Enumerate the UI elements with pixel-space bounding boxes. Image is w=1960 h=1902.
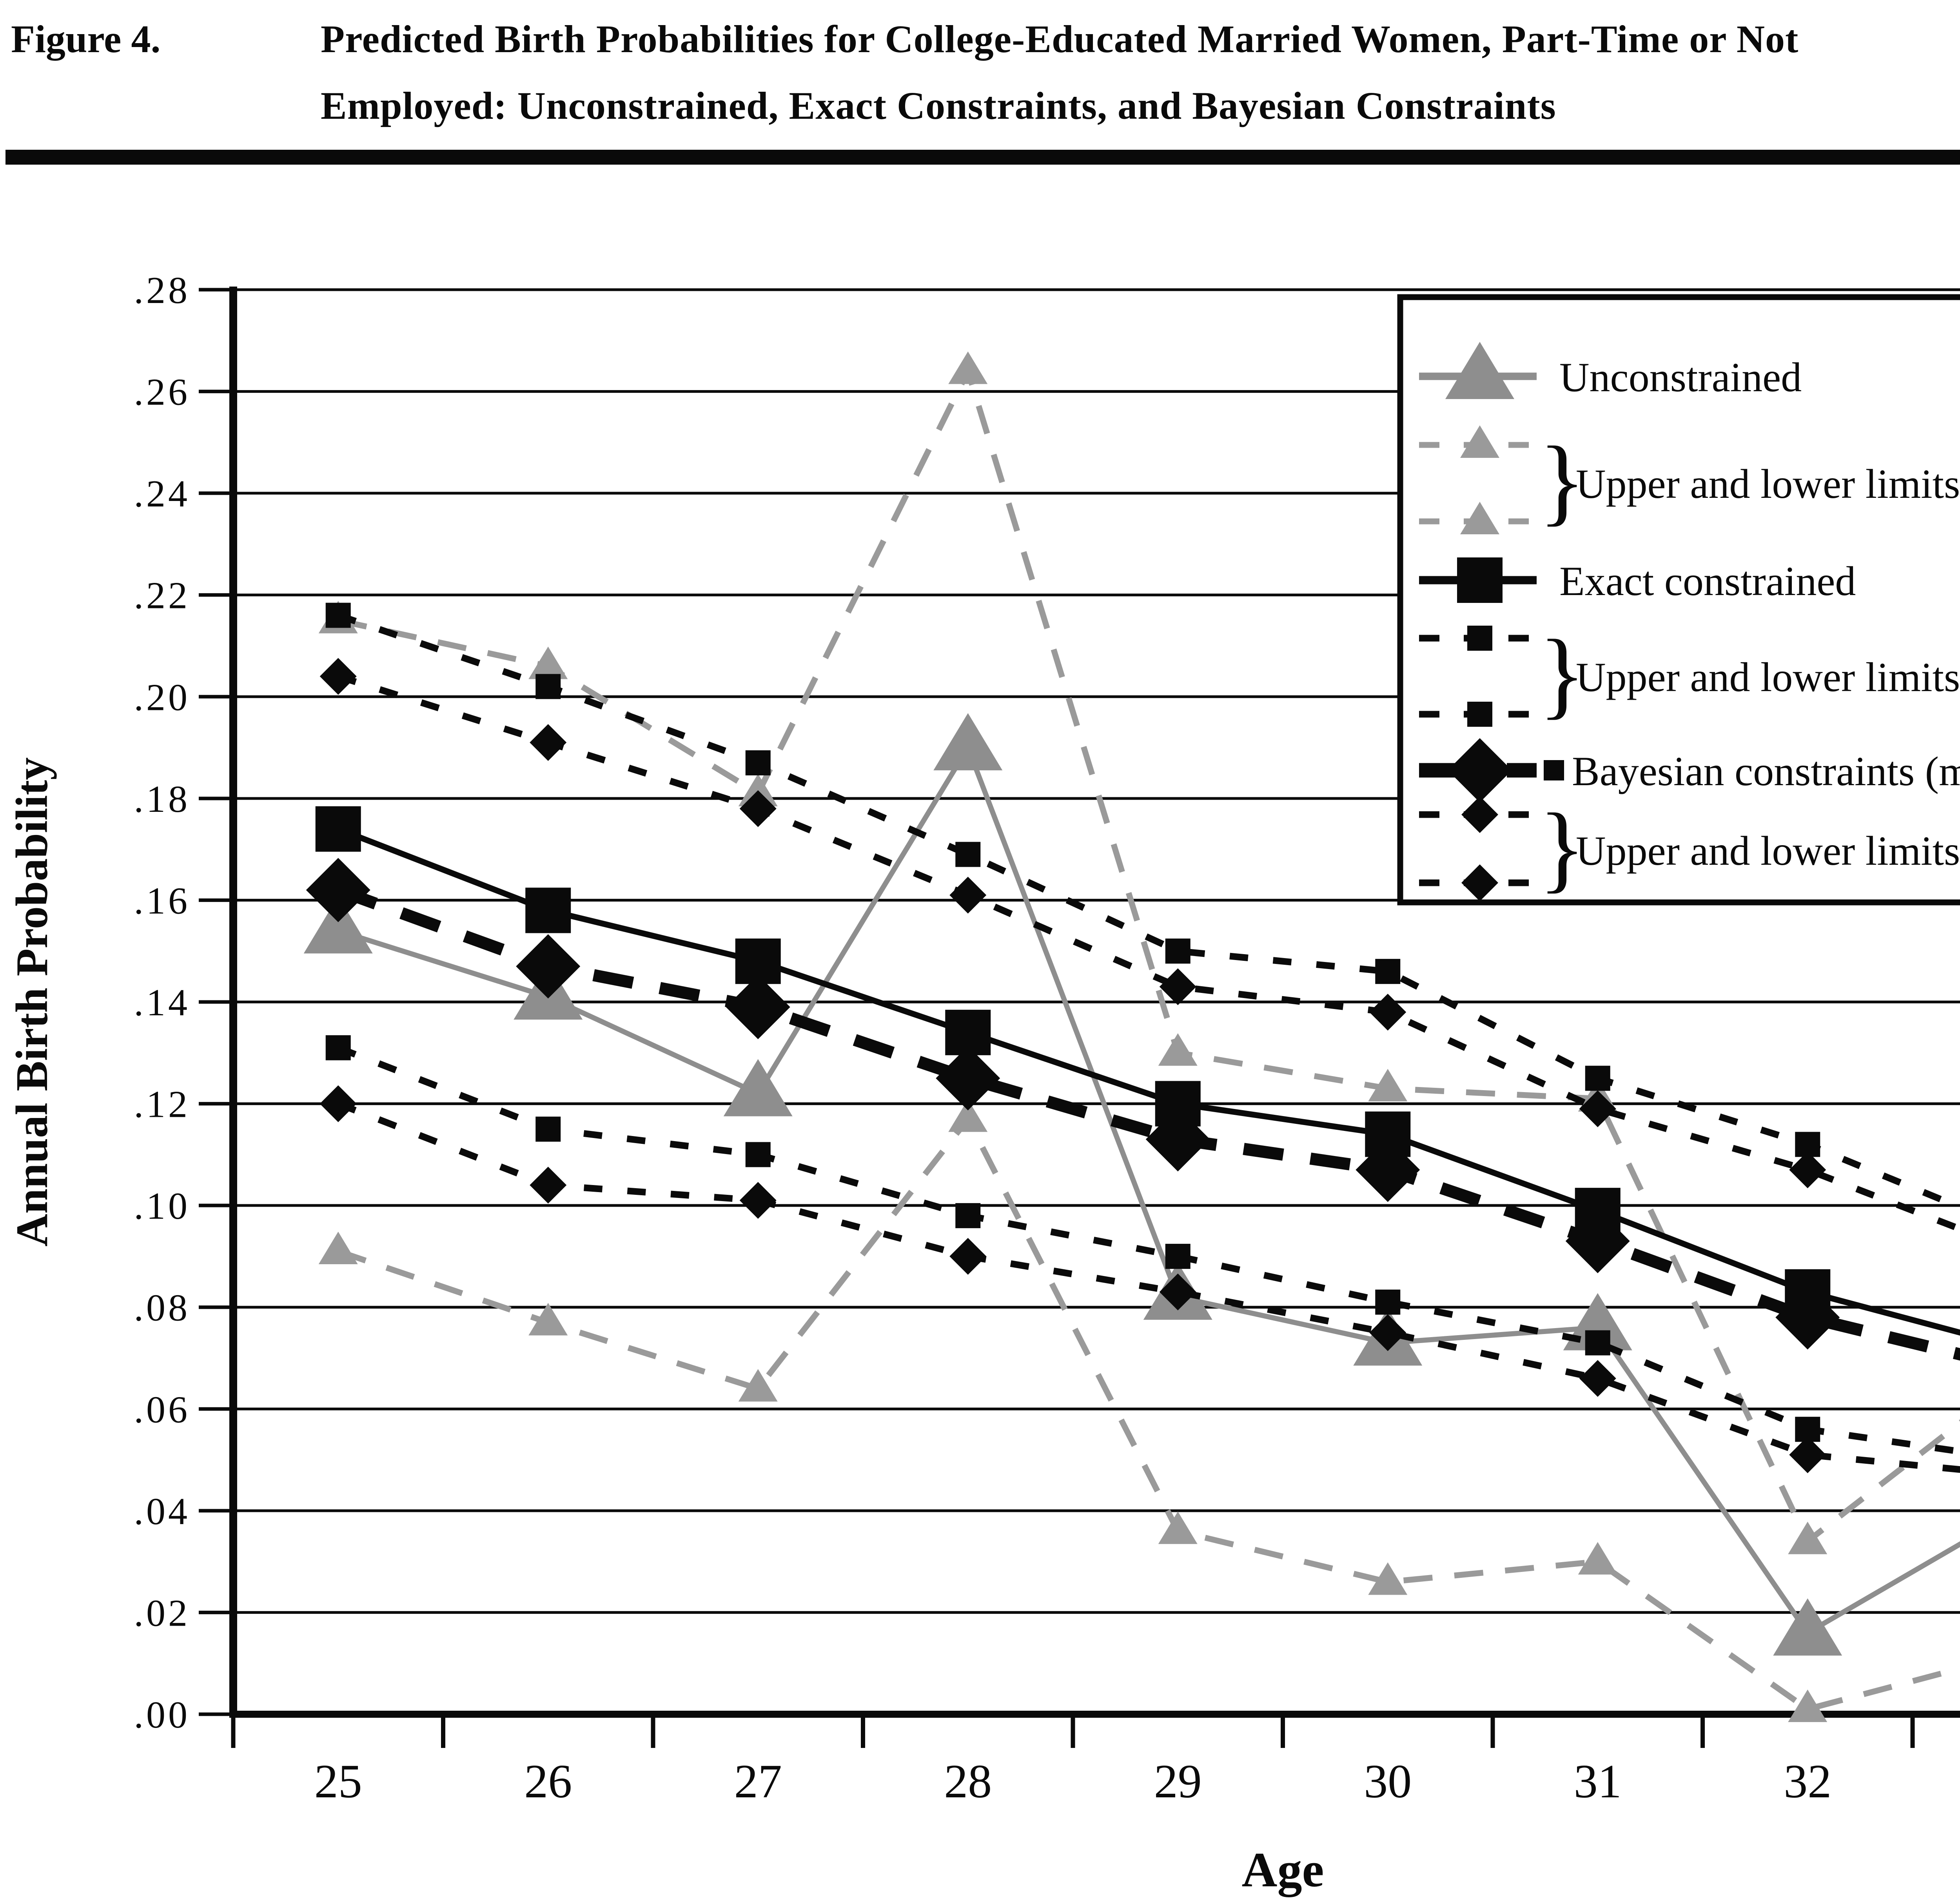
legend-item-1: }Upper and lower limits (1419, 425, 1960, 535)
y-tick-label: .12 (134, 1083, 191, 1126)
x-tick-label: 30 (1364, 1755, 1412, 1808)
legend-box: Unconstrained}Upper and lower limitsExac… (1397, 294, 1960, 906)
legend-label: Exact constrained (1559, 558, 1856, 604)
legend-item-2: Exact constrained (1419, 557, 1856, 604)
figure-title-line2: Employed: Unconstrained, Exact Constrain… (321, 84, 1556, 127)
figure-number: Figure 4. (11, 17, 161, 61)
y-tick-label: .26 (134, 371, 191, 414)
legend-label: Unconstrained (1559, 354, 1802, 400)
legend-item-4: Bayesian constraints (main prior) (1419, 738, 1960, 802)
brace-icon: } (1539, 793, 1586, 902)
x-tick-label: 32 (1784, 1755, 1831, 1808)
title-rule (5, 150, 1960, 165)
legend-item-0: Unconstrained (1419, 342, 1802, 400)
y-tick-label: .06 (134, 1388, 191, 1431)
y-axis-title: Annual Birth Probability (7, 757, 57, 1247)
legend-label: Upper and lower limits (1576, 461, 1960, 507)
series-unconstrained (303, 713, 1960, 1656)
y-tick-label: .18 (134, 778, 191, 820)
figure-title-line1: Predicted Birth Probabilities for Colleg… (321, 17, 1799, 61)
legend-item-3: }Upper and lower limits (1419, 620, 1960, 728)
y-tick-label: .14 (134, 982, 191, 1024)
x-tick-label: 27 (734, 1755, 782, 1808)
y-tick-label: .08 (134, 1287, 191, 1329)
brace-icon: } (1539, 426, 1586, 535)
series-exact-constrained-upper-limit (325, 603, 1960, 1211)
axes (199, 287, 1960, 1748)
x-tick-label: 25 (314, 1755, 362, 1808)
brace-icon: } (1539, 620, 1586, 728)
y-tick-label: .22 (134, 575, 191, 617)
legend-item-5: }Upper and lower limits (1419, 793, 1960, 902)
legend-label: Bayesian constraints (main prior) (1572, 748, 1960, 794)
axis-tick-labels: .00 .02 .04 .06 .08 .10 .12 .14 .16 .18 .20 .22 .24.… (134, 269, 1832, 1808)
legend-label: Upper and lower limits (1576, 828, 1960, 874)
y-tick-label: .02 (134, 1592, 191, 1634)
x-tick-label: 29 (1154, 1755, 1202, 1808)
y-tick-label: .24 (134, 473, 191, 515)
axis-titles: Annual Birth Probability Age (7, 757, 1324, 1897)
y-tick-label: .00 (134, 1694, 191, 1736)
legend-label: Upper and lower limits (1576, 654, 1960, 700)
series-bayesian-upper-limit (319, 658, 1960, 1233)
series-bayesian-constraints-main-prior- (306, 858, 1960, 1361)
series-exact-constrained-lower-limit (325, 1035, 1960, 1455)
x-tick-label: 31 (1574, 1755, 1622, 1808)
series-unconstrained-lower-limit (318, 1099, 1960, 1722)
y-tick-label: .28 (134, 269, 191, 312)
y-tick-label: .20 (134, 676, 191, 719)
y-tick-label: .10 (134, 1185, 191, 1227)
y-tick-label: .04 (134, 1490, 191, 1533)
series-bayesian-lower-limit (319, 1085, 1960, 1474)
x-tick-label: 28 (944, 1755, 992, 1808)
y-tick-label: .16 (134, 880, 191, 922)
x-tick-label: 26 (524, 1755, 572, 1808)
series-exact-constrained (315, 806, 1960, 1336)
x-axis-title: Age (1242, 1843, 1324, 1897)
series-lines (303, 351, 1960, 1722)
